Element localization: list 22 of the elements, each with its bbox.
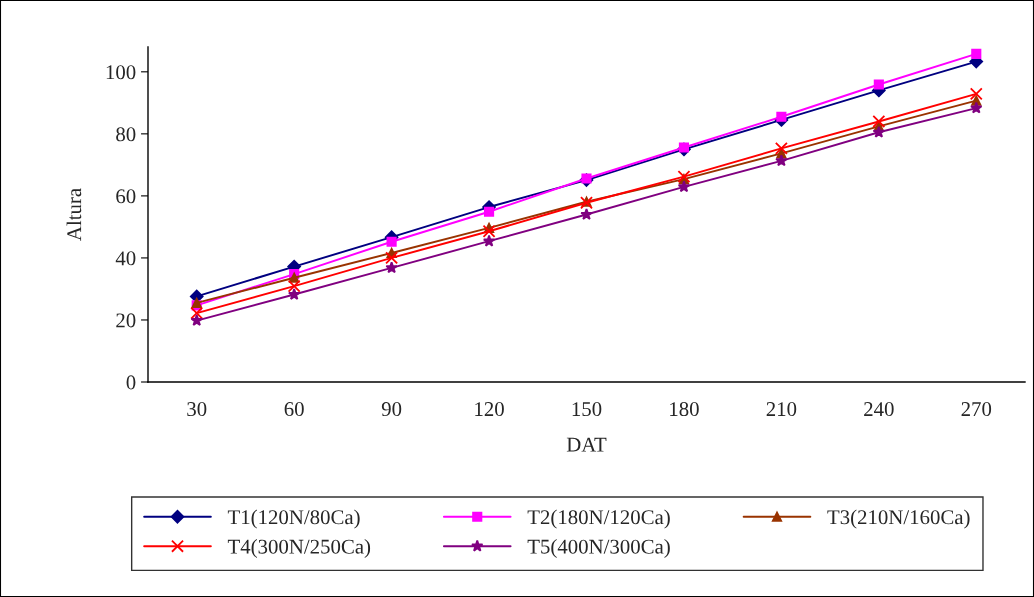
x-tick-label: 120 xyxy=(475,402,504,417)
x-axis-title: DAT xyxy=(566,437,607,452)
y-tick-label: 100 xyxy=(106,65,136,80)
x-tick-label: 210 xyxy=(766,402,797,417)
x-tick-label: 270 xyxy=(961,402,992,417)
x-tick-label: 180 xyxy=(670,402,699,417)
y-tick-label: 80 xyxy=(116,127,136,142)
y-tick-label: 20 xyxy=(116,313,136,328)
y-axis-title: Altura xyxy=(66,188,82,241)
x-tick-label: 150 xyxy=(572,402,602,417)
legend-label: T4(300N/250Ca) xyxy=(227,539,371,558)
y-tick-label: 60 xyxy=(116,189,136,204)
y-tick-label: 40 xyxy=(115,251,136,266)
x-tick-label: 240 xyxy=(864,402,894,417)
x-tick-label: 30 xyxy=(187,402,207,417)
legend-label: T1(120N/80Ca) xyxy=(227,509,360,529)
x-tick-label: 90 xyxy=(381,402,402,417)
legend-label: T3(210N/160Ca) xyxy=(827,509,970,529)
y-tick-label: 0 xyxy=(126,375,136,390)
legend-label: T2(180N/120Ca) xyxy=(527,509,670,529)
legend-label: T5(400N/300Ca) xyxy=(527,539,670,558)
x-tick-label: 60 xyxy=(284,402,304,417)
